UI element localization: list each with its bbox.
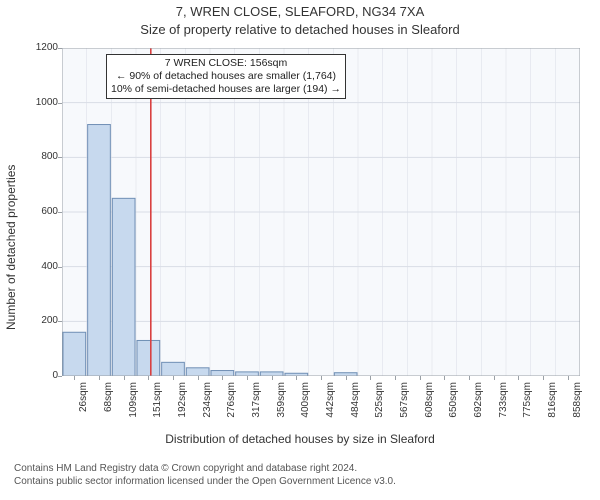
x-tick-mark — [420, 376, 421, 380]
x-tick-label: 484sqm — [350, 382, 361, 426]
x-tick-label: 442sqm — [325, 382, 336, 426]
y-tick-mark — [58, 157, 62, 158]
x-tick-mark — [99, 376, 100, 380]
y-tick-label: 1000 — [30, 97, 58, 108]
x-tick-label: 525sqm — [374, 382, 385, 426]
x-tick-label: 858sqm — [572, 382, 583, 426]
x-tick-label: 26sqm — [78, 382, 89, 426]
x-tick-mark — [518, 376, 519, 380]
y-tick-mark — [58, 321, 62, 322]
x-tick-label: 567sqm — [399, 382, 410, 426]
y-tick-label: 0 — [30, 370, 58, 381]
x-tick-label: 68sqm — [103, 382, 114, 426]
y-tick-mark — [58, 103, 62, 104]
x-tick-mark — [272, 376, 273, 380]
x-tick-mark — [568, 376, 569, 380]
annotation-box: 7 WREN CLOSE: 156sqm ← 90% of detached h… — [106, 54, 346, 99]
annotation-line-3: 10% of semi-detached houses are larger (… — [111, 83, 341, 96]
header-subtitle: Size of property relative to detached ho… — [0, 22, 600, 37]
x-tick-mark — [296, 376, 297, 380]
x-tick-mark — [74, 376, 75, 380]
y-tick-label: 200 — [30, 315, 58, 326]
x-tick-mark — [222, 376, 223, 380]
y-tick-mark — [58, 212, 62, 213]
x-tick-mark — [124, 376, 125, 380]
annotation-line-1: 7 WREN CLOSE: 156sqm — [111, 57, 341, 70]
y-tick-mark — [58, 267, 62, 268]
x-tick-mark — [370, 376, 371, 380]
y-tick-label: 600 — [30, 206, 58, 217]
footer-text: Contains HM Land Registry data © Crown c… — [14, 462, 396, 488]
x-tick-label: 400sqm — [300, 382, 311, 426]
y-tick-label: 400 — [30, 261, 58, 272]
x-tick-label: 692sqm — [473, 382, 484, 426]
x-tick-mark — [469, 376, 470, 380]
x-tick-label: 359sqm — [276, 382, 287, 426]
x-tick-mark — [543, 376, 544, 380]
x-axis-caption: Distribution of detached houses by size … — [0, 432, 600, 446]
x-tick-label: 816sqm — [547, 382, 558, 426]
x-tick-mark — [198, 376, 199, 380]
x-tick-mark — [173, 376, 174, 380]
x-tick-label: 650sqm — [448, 382, 459, 426]
y-tick-label: 800 — [30, 151, 58, 162]
x-tick-mark — [346, 376, 347, 380]
header-address: 7, WREN CLOSE, SLEAFORD, NG34 7XA — [0, 4, 600, 19]
x-tick-label: 733sqm — [498, 382, 509, 426]
x-tick-mark — [444, 376, 445, 380]
x-tick-label: 234sqm — [202, 382, 213, 426]
x-tick-mark — [321, 376, 322, 380]
y-tick-mark — [58, 376, 62, 377]
annotation-line-2: ← 90% of detached houses are smaller (1,… — [111, 70, 341, 83]
footer-line-2: Contains public sector information licen… — [14, 475, 396, 488]
x-tick-label: 775sqm — [522, 382, 533, 426]
x-tick-mark — [247, 376, 248, 380]
footer-line-1: Contains HM Land Registry data © Crown c… — [14, 462, 396, 475]
x-tick-label: 276sqm — [226, 382, 237, 426]
x-tick-label: 608sqm — [424, 382, 435, 426]
x-tick-mark — [494, 376, 495, 380]
y-tick-label: 1200 — [30, 42, 58, 53]
x-tick-mark — [395, 376, 396, 380]
y-axis-label: Number of detached properties — [4, 165, 18, 330]
x-tick-mark — [148, 376, 149, 380]
x-tick-label: 317sqm — [251, 382, 262, 426]
x-tick-label: 151sqm — [152, 382, 163, 426]
x-tick-label: 192sqm — [177, 382, 188, 426]
y-tick-mark — [58, 48, 62, 49]
x-tick-label: 109sqm — [128, 382, 139, 426]
